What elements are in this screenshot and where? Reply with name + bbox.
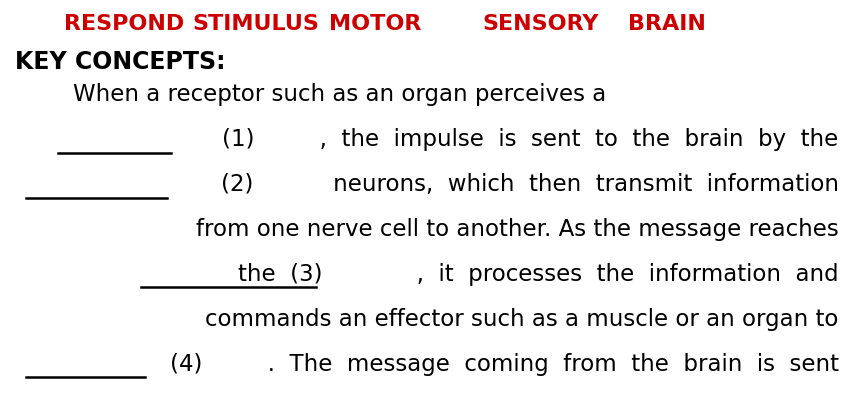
Text: (2)           neurons,  which  then  transmit  information: (2) neurons, which then transmit informa… [220,173,838,196]
Text: BRAIN: BRAIN [627,14,705,34]
Text: (1)         ,  the  impulse  is  sent  to  the  brain  by  the: (1) , the impulse is sent to the brain b… [222,128,838,151]
Text: from one nerve cell to another. As the message reaches: from one nerve cell to another. As the m… [195,218,838,241]
Text: STIMULUS: STIMULUS [192,14,319,34]
Text: KEY CONCEPTS:: KEY CONCEPTS: [15,50,225,73]
Text: MOTOR: MOTOR [328,14,421,34]
Text: the  (3)             ,  it  processes  the  information  and: the (3) , it processes the information a… [238,263,838,286]
Text: When a receptor such as an organ perceives a: When a receptor such as an organ perceiv… [73,83,605,106]
Text: RESPOND: RESPOND [64,14,184,34]
Text: SENSORY: SENSORY [482,14,598,34]
Text: commands an effector such as a muscle or an organ to: commands an effector such as a muscle or… [205,308,838,331]
Text: (4)         .  The  message  coming  from  the  brain  is  sent: (4) . The message coming from the brain … [170,353,838,376]
